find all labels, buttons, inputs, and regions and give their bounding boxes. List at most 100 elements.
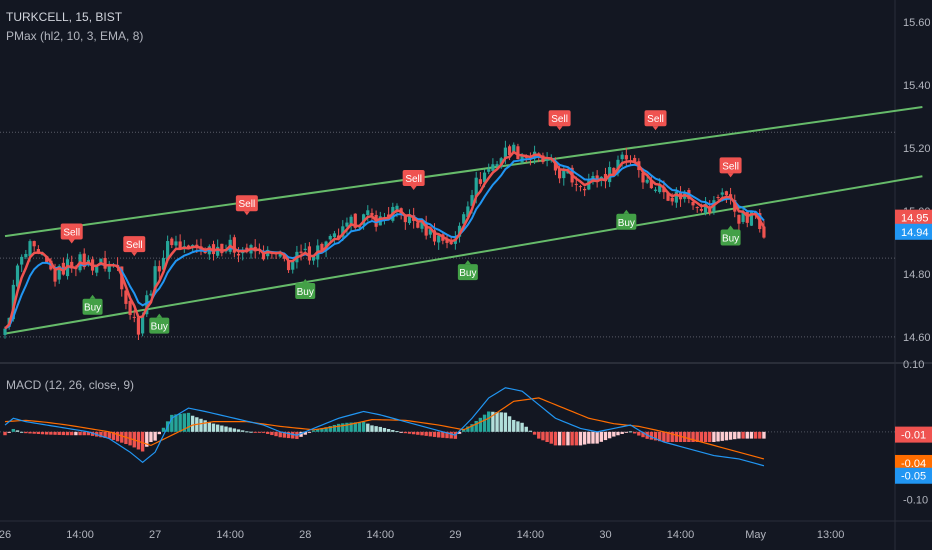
candle-body [245, 247, 249, 252]
candle-body [449, 241, 453, 245]
candle-body [278, 251, 282, 257]
macd-histogram-bar [320, 428, 324, 432]
macd-histogram-bar [203, 420, 207, 432]
macd-tag-0-box [895, 426, 932, 443]
sell-signal: Sell [548, 110, 571, 131]
macd-histogram-bar [19, 431, 24, 433]
candle-body [174, 241, 178, 246]
macd-histogram-bar [215, 424, 220, 432]
macd-histogram-bar [637, 431, 641, 436]
candle-body [303, 248, 307, 250]
buy-signal: Buy [82, 294, 103, 315]
candle-body [366, 210, 370, 215]
macd-histogram-bar [424, 431, 428, 436]
macd-histogram-bar [40, 431, 45, 435]
macd-histogram-bar [724, 431, 729, 441]
candle-body [11, 284, 15, 320]
macd-tag-1: -0.04 [895, 454, 932, 471]
candle-body [370, 212, 374, 216]
time-tick-label: 28 [299, 529, 311, 541]
time-tick-label: 14:00 [367, 529, 395, 541]
candle-body [749, 211, 754, 226]
candle-body [353, 213, 357, 228]
candle-body [416, 222, 420, 228]
signal-pointer [131, 252, 138, 257]
macd-histogram-bar [487, 411, 491, 432]
candle-body [437, 235, 441, 243]
macd-histogram-bar [65, 431, 70, 436]
candle-body [641, 172, 645, 183]
macd-histogram-bar [411, 431, 416, 435]
signal-pointer [727, 225, 734, 230]
macd-histogram-bar [332, 424, 337, 432]
macd-histogram-bar [749, 431, 754, 439]
symbol-title[interactable]: TURKCELL, 15, BIST [6, 10, 123, 24]
signal-text: Buy [459, 268, 476, 279]
candle-body [166, 241, 170, 261]
macd-histogram-bar [449, 431, 453, 439]
candle-body [149, 293, 153, 296]
macd-histogram-bar [570, 431, 574, 446]
macd-histogram-bar [762, 431, 766, 439]
macd-histogram-bar [286, 431, 291, 439]
time-tick-label: 14:00 [517, 529, 545, 541]
candle-body [507, 146, 512, 156]
candle-body [20, 256, 24, 265]
macd-histogram-bar [728, 431, 733, 440]
candle-body [478, 179, 482, 184]
signal-text: Sell [722, 161, 739, 172]
macd-histogram-bar [649, 431, 654, 440]
price-tick-label: 15.60 [903, 17, 931, 29]
macd-histogram-bar [161, 427, 166, 432]
candle-body [407, 214, 412, 224]
macd-histogram-bar [190, 415, 195, 432]
candle-body [624, 155, 628, 160]
macd-histogram-bar [370, 425, 374, 432]
macd-histogram-bar [24, 431, 28, 434]
time-tick-label: 14:00 [667, 529, 695, 541]
candle-body [545, 158, 549, 161]
macd-histogram-bar [641, 431, 645, 438]
macd-histogram-bar [403, 431, 408, 434]
time-tick-label: 13:00 [817, 529, 845, 541]
macd-histogram-bar [282, 431, 287, 438]
macd-histogram-bar [224, 426, 228, 432]
macd-histogram-bar [395, 431, 399, 433]
macd-histogram-bar [653, 431, 658, 441]
time-tick-label: 27 [149, 529, 161, 541]
macd-histogram-bar [186, 412, 191, 432]
macd-histogram-bar [378, 426, 382, 432]
macd-title[interactable]: MACD (12, 26, close, 9) [6, 378, 135, 392]
macd-histogram-bar [399, 431, 403, 433]
macd-histogram-bar [353, 422, 357, 432]
candle-body [103, 257, 107, 269]
sell-signal: Sell [60, 223, 83, 244]
time-tick-label: 14:00 [66, 529, 94, 541]
pmax-title[interactable]: PMax (hl2, 10, 3, EMA, 8) [6, 29, 144, 43]
macd-histogram-bar [157, 431, 161, 435]
time-tick-label: 14:00 [216, 529, 244, 541]
macd-histogram-bar [145, 431, 149, 447]
candle-body [32, 241, 36, 247]
macd-histogram-bar [311, 430, 316, 432]
macd-histogram-bar [603, 431, 608, 441]
candle-body [128, 301, 132, 315]
macd-histogram-bar [111, 431, 116, 440]
last-price-tag-text: 14.95 [901, 213, 929, 225]
macd-histogram-bar [253, 431, 257, 433]
macd-histogram-bar [491, 411, 495, 432]
macd-histogram-bar [566, 431, 570, 446]
macd-histogram-bar [261, 431, 266, 433]
candle-body [320, 243, 324, 251]
macd-histogram-bar [341, 423, 345, 432]
signal-box [616, 213, 637, 230]
macd-histogram-bar [366, 423, 370, 432]
candle-body [95, 266, 99, 273]
candle-body [328, 236, 332, 240]
macd-histogram-bar [303, 431, 307, 435]
macd-histogram-bar [174, 414, 178, 432]
macd-tag-1-text: -0.04 [901, 458, 926, 470]
candle-body [645, 179, 649, 183]
candle-body [286, 260, 291, 271]
